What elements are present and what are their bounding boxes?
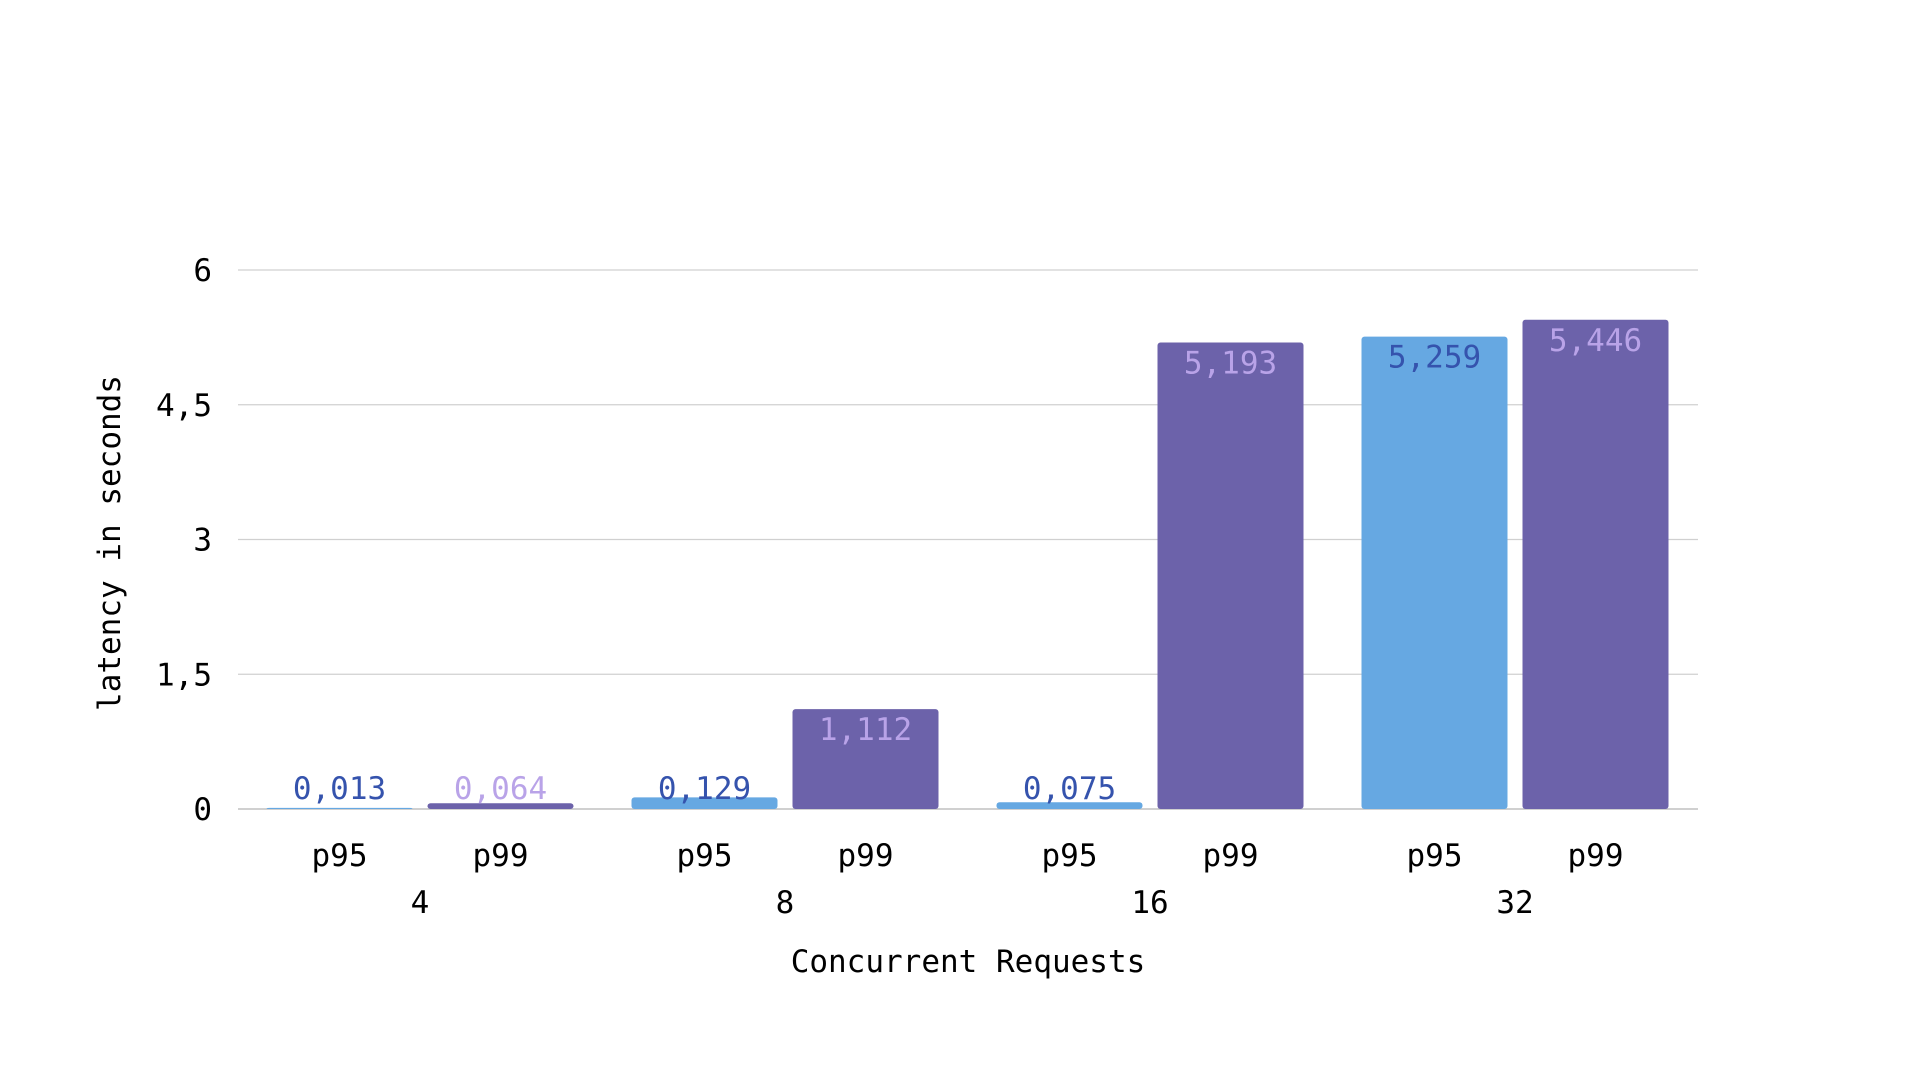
series-label: p95 bbox=[312, 838, 368, 874]
bar-p99-4 bbox=[427, 803, 574, 809]
category-label: 4 bbox=[411, 885, 430, 921]
bar-p99-8 bbox=[792, 709, 939, 809]
x-axis-labels: p95 p99 4 p95 p99 8 p95 p99 16 p95 p99 32 bbox=[312, 838, 1624, 921]
series-label: p99 bbox=[473, 838, 529, 874]
y-tick-label: 6 bbox=[193, 253, 212, 289]
category-label: 8 bbox=[776, 885, 795, 921]
data-label: 0,013 bbox=[293, 771, 386, 807]
series-label: p99 bbox=[838, 838, 894, 874]
category-label: 32 bbox=[1496, 885, 1533, 921]
bar-p95-4 bbox=[266, 807, 413, 809]
bar-p99-16 bbox=[1157, 342, 1304, 809]
y-axis-ticks: 0 1,5 3 4,5 6 bbox=[156, 253, 212, 828]
bars: 0,013 0,064 0,129 1,112 0,075 5,193 5,259 5,446 bbox=[266, 319, 1669, 809]
series-label: p99 bbox=[1203, 838, 1259, 874]
data-label: 5,259 bbox=[1388, 340, 1481, 376]
y-axis-title: latency in seconds bbox=[92, 375, 128, 711]
y-tick-label: 0 bbox=[193, 792, 212, 828]
y-tick-label: 1,5 bbox=[156, 657, 212, 693]
data-label: 1,112 bbox=[819, 712, 912, 748]
bar-p95-32 bbox=[1361, 336, 1508, 809]
data-label: 0,129 bbox=[658, 771, 751, 807]
data-label: 5,193 bbox=[1184, 345, 1277, 381]
series-label: p95 bbox=[677, 838, 733, 874]
series-label: p95 bbox=[1042, 838, 1098, 874]
x-axis-title: Concurrent Requests bbox=[791, 944, 1146, 980]
bar-p95-16 bbox=[996, 802, 1143, 809]
bar-p99-32 bbox=[1522, 319, 1669, 809]
series-label: p99 bbox=[1568, 838, 1624, 874]
series-label: p95 bbox=[1407, 838, 1463, 874]
data-label: 5,446 bbox=[1549, 323, 1642, 359]
y-tick-label: 4,5 bbox=[156, 388, 212, 424]
y-tick-label: 3 bbox=[193, 523, 212, 559]
category-label: 16 bbox=[1131, 885, 1168, 921]
data-label: 0,064 bbox=[454, 771, 547, 807]
data-label: 0,075 bbox=[1023, 771, 1116, 807]
bar-p95-8 bbox=[631, 797, 778, 809]
